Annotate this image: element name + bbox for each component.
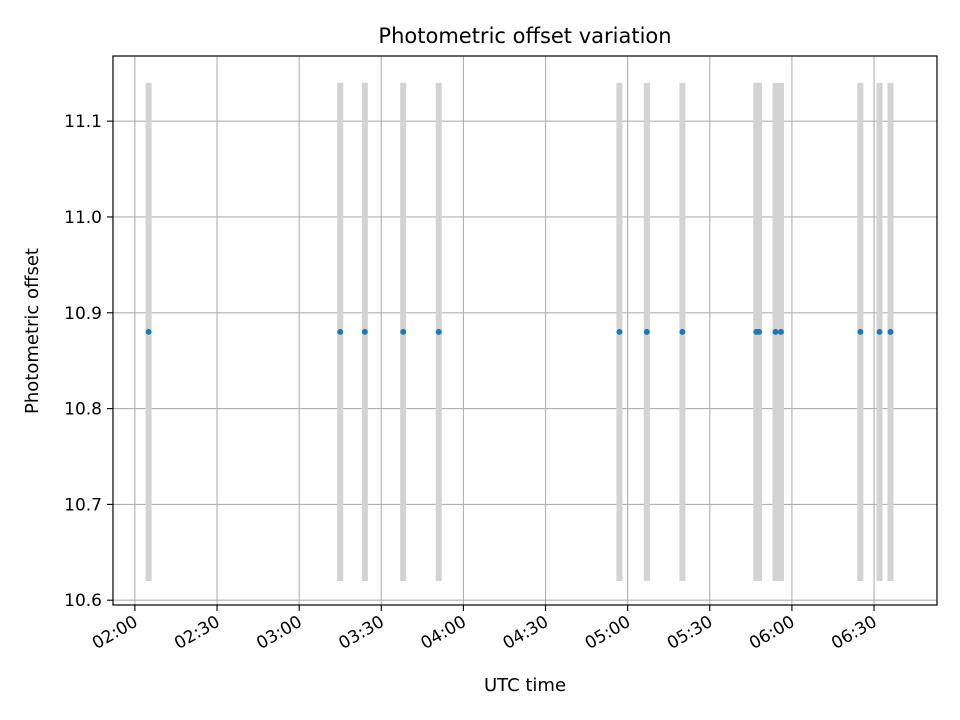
data-point: [777, 328, 784, 335]
x-axis-label: UTC time: [484, 675, 566, 696]
data-point: [643, 328, 650, 335]
data-point: [876, 328, 883, 335]
y-axis: 10.6 10.7 10.8 10.9 11.0 11.1: [64, 112, 113, 611]
data-point: [361, 328, 368, 335]
y-tick-label: 11.1: [64, 112, 102, 132]
data-point: [616, 328, 623, 335]
data-point: [857, 328, 864, 335]
data-point: [145, 328, 152, 335]
y-axis-label: Photometric offset: [22, 248, 43, 414]
y-tick-label: 10.9: [64, 304, 102, 324]
y-tick-label: 10.7: [64, 495, 102, 515]
data-points: [145, 328, 894, 335]
data-point: [756, 328, 763, 335]
y-tick-label: 10.6: [64, 591, 102, 611]
data-point: [679, 328, 686, 335]
y-tick-label: 11.0: [64, 208, 102, 228]
data-point: [435, 328, 442, 335]
plot-frame: [112, 55, 938, 606]
data-point: [772, 328, 779, 335]
data-point: [337, 328, 344, 335]
chart-title: Photometric offset variation: [378, 24, 671, 48]
data-point: [400, 328, 407, 335]
grid: [113, 56, 937, 605]
y-tick-label: 10.8: [64, 400, 102, 420]
data-point: [887, 328, 894, 335]
